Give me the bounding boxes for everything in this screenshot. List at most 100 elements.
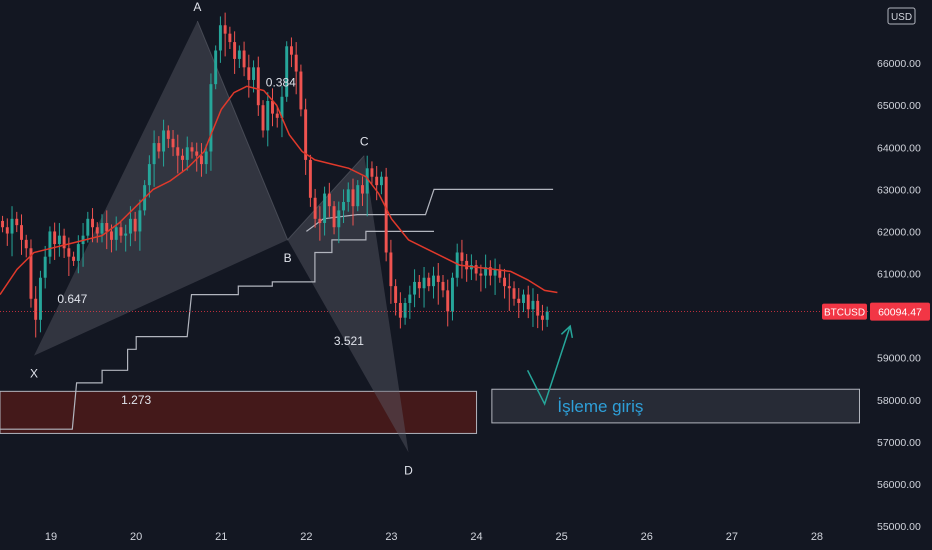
candle-body: [57, 235, 61, 245]
candle-body: [228, 33, 232, 43]
candle-body: [119, 227, 123, 236]
time-axis-background: [0, 526, 932, 550]
annotation-layer: X A B C D 0.384 0.647 3.521 1.273 İşleme giriş: [30, 0, 643, 477]
candle-body: [152, 143, 156, 165]
candle-body: [1, 220, 5, 228]
x-tick-label: 22: [300, 531, 312, 543]
candle-body: [365, 168, 369, 194]
candle-body: [86, 218, 90, 236]
pattern-point-label-c: C: [360, 135, 369, 149]
candle-body: [261, 105, 265, 131]
candle-body: [517, 298, 521, 303]
pattern-point-label-a: A: [193, 0, 201, 14]
candle-body: [242, 50, 246, 68]
candle-body: [266, 100, 270, 131]
candle-body: [346, 189, 350, 202]
candle-body: [48, 231, 52, 257]
candle-body: [20, 225, 23, 240]
candle-body: [275, 113, 279, 118]
candle-body: [531, 300, 535, 310]
candle-body: [76, 244, 80, 261]
candle-body: [105, 223, 109, 232]
candle-body: [29, 248, 33, 299]
candle-body: [394, 286, 398, 303]
pattern-point-label-x: X: [30, 367, 38, 381]
candle-body: [342, 201, 346, 211]
candle-body: [176, 147, 180, 156]
candle-body: [403, 302, 407, 318]
candle-body: [185, 147, 189, 160]
fib-ratio-label: 3.521: [334, 334, 364, 348]
y-tick-label: 63000.00: [877, 184, 921, 196]
candle-body: [455, 252, 459, 278]
candles-layer: [1, 12, 549, 338]
candle-body: [100, 223, 104, 234]
candle-body: [479, 273, 483, 276]
x-tick-label: 21: [215, 531, 227, 543]
candle-body: [166, 130, 170, 139]
candle-body: [375, 176, 379, 186]
candle-body: [441, 281, 445, 291]
candle-body: [209, 84, 213, 152]
candle-body: [450, 277, 454, 312]
moving-average-line: [0, 85, 558, 296]
candle-body: [351, 189, 355, 207]
candle-body: [545, 311, 549, 320]
currency-button[interactable]: [887, 7, 916, 25]
candle-body: [147, 164, 151, 186]
candle-body: [195, 151, 199, 156]
entry-label: İşleme giriş: [557, 397, 643, 416]
candle-body: [280, 96, 284, 118]
last-price-tag: [870, 302, 930, 321]
candle-body: [323, 193, 327, 224]
price-axis-background: [868, 0, 932, 526]
candle-body: [190, 147, 194, 152]
candle-body: [133, 218, 137, 232]
candle-body: [308, 159, 312, 198]
candle-body: [91, 218, 95, 228]
candle-body: [5, 227, 9, 234]
candle-body: [204, 151, 208, 165]
y-tick-label: 64000.00: [877, 142, 921, 154]
candle-body: [214, 50, 218, 85]
candle-body: [24, 239, 28, 249]
candle-body: [370, 168, 374, 177]
y-tick-label: 66000.00: [877, 58, 921, 70]
x-tick-label: 28: [811, 531, 823, 543]
candle-body: [72, 256, 76, 261]
y-tick-label: 62000.00: [877, 226, 921, 238]
candle-body: [507, 286, 511, 289]
candle-body: [162, 130, 166, 152]
candle-body: [304, 109, 308, 160]
candle-body: [389, 252, 393, 287]
candle-body: [95, 227, 99, 234]
candle-body: [413, 281, 417, 295]
entry-arrow: [526, 325, 571, 406]
pattern-bcd-triangle: [287, 155, 409, 453]
candle-body: [488, 267, 492, 276]
candle-body: [493, 269, 497, 276]
candle-body: [62, 235, 66, 249]
moving-average-layer: [0, 85, 868, 313]
candle-body: [199, 155, 203, 165]
candle-body: [218, 25, 222, 51]
candle-body: [361, 185, 364, 194]
x-tick-label: 19: [45, 531, 57, 543]
candle-body: [233, 42, 237, 59]
pattern-abc-leg: [196, 20, 365, 241]
candle-body: [432, 275, 435, 287]
candle-body: [422, 277, 426, 289]
candle-body: [503, 277, 507, 287]
symbol-tag-label: BTCUSD: [824, 308, 865, 319]
candle-body: [256, 67, 260, 106]
candle-body: [313, 197, 317, 219]
candle-body: [522, 294, 525, 303]
candle-body: [465, 260, 469, 270]
candle-body: [10, 218, 14, 234]
symbol-tag: [822, 303, 867, 320]
candle-body: [124, 233, 128, 236]
candle-body: [417, 281, 421, 289]
price-tag-layer: USD BTCUSD 60094.47: [822, 7, 930, 321]
candle-body: [474, 265, 478, 274]
